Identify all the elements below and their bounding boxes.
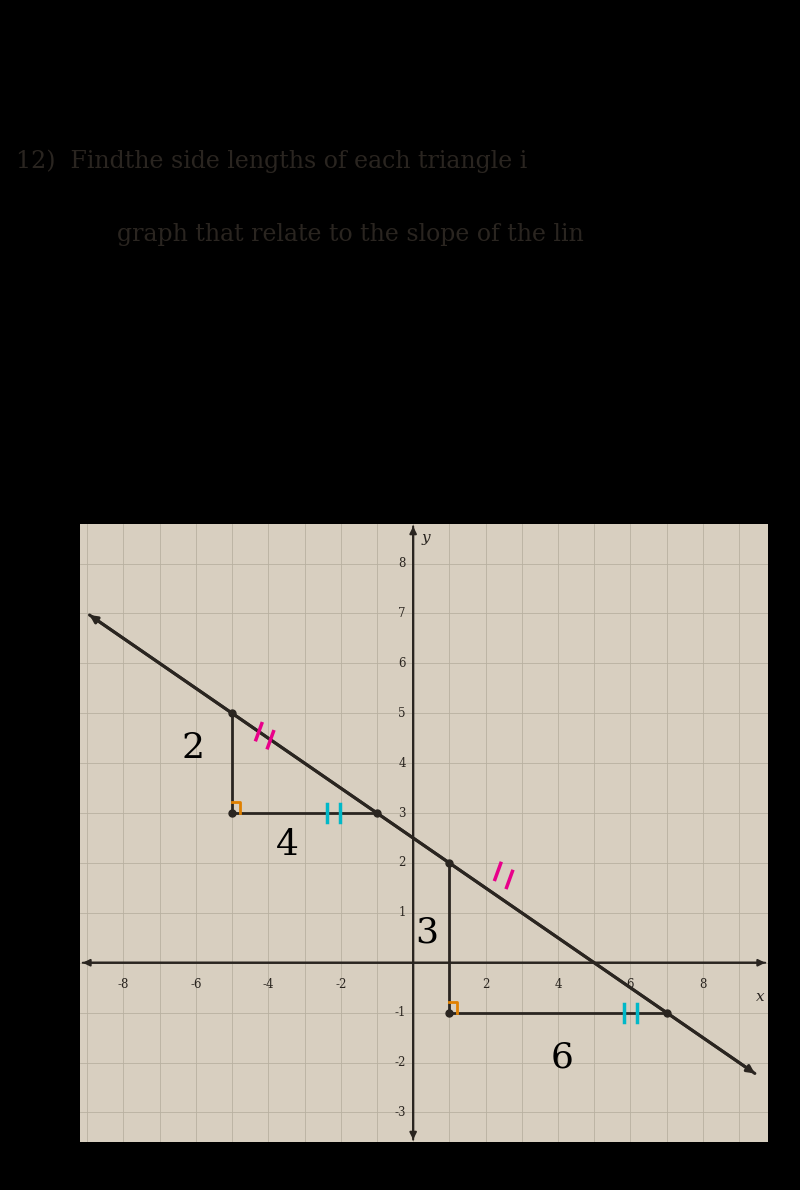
Text: 6: 6 xyxy=(626,978,634,991)
Text: 6: 6 xyxy=(550,1040,574,1075)
Text: -2: -2 xyxy=(394,1056,406,1069)
Text: -4: -4 xyxy=(262,978,274,991)
Text: 6: 6 xyxy=(398,657,406,670)
Text: graph that relate to the slope of the lin: graph that relate to the slope of the li… xyxy=(72,224,584,246)
Text: 3: 3 xyxy=(415,916,438,950)
Text: 5: 5 xyxy=(398,707,406,720)
Text: 2: 2 xyxy=(482,978,490,991)
Text: both triangles are similar: both triangles are similar xyxy=(48,338,727,382)
Text: 8: 8 xyxy=(398,557,406,570)
Text: 4: 4 xyxy=(275,828,298,863)
Text: x: x xyxy=(757,990,765,1004)
Text: -2: -2 xyxy=(335,978,346,991)
Text: -8: -8 xyxy=(118,978,129,991)
Text: y: y xyxy=(421,531,430,545)
Text: 12)  Findthe side lengths of each triangle i: 12) Findthe side lengths of each triangl… xyxy=(16,149,527,173)
Text: 3: 3 xyxy=(398,807,406,820)
Text: 1: 1 xyxy=(398,907,406,920)
Text: 2: 2 xyxy=(398,857,406,870)
Text: 4: 4 xyxy=(554,978,562,991)
Text: 8: 8 xyxy=(699,978,706,991)
Text: -1: -1 xyxy=(394,1007,406,1019)
Text: 2: 2 xyxy=(182,731,204,765)
Text: -6: -6 xyxy=(190,978,202,991)
Text: 4: 4 xyxy=(398,757,406,770)
Text: 7: 7 xyxy=(398,607,406,620)
Text: -3: -3 xyxy=(394,1106,406,1119)
